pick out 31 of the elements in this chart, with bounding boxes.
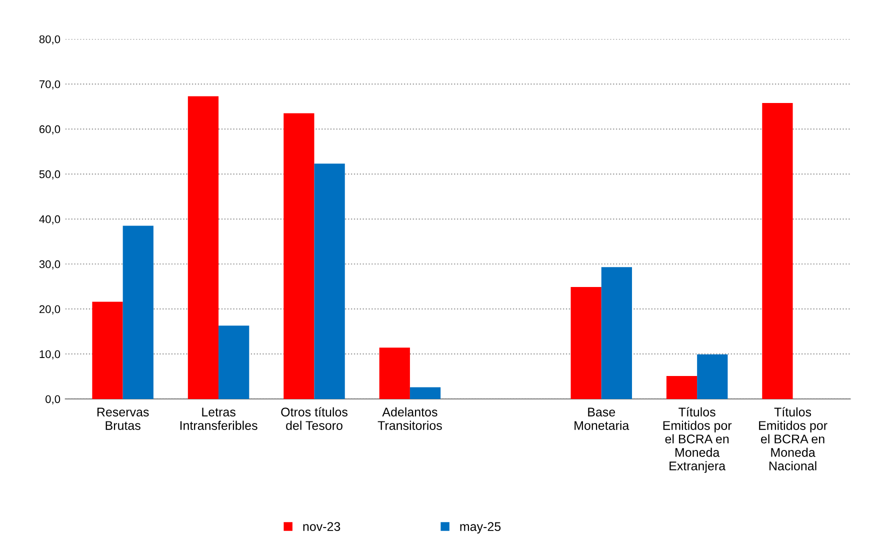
bar: [697, 354, 728, 399]
x-tick-label: Títulos Emitidos por el BCRA en Moneda Extranjera: [663, 407, 732, 473]
bar: [762, 102, 793, 399]
x-tick-label: Reservas Brutas: [97, 408, 149, 430]
bar: [188, 96, 219, 399]
bar: [601, 267, 632, 399]
y-tick-label: 0,0: [46, 395, 60, 404]
bar: [122, 226, 154, 399]
y-tick-label: 60,0: [39, 125, 60, 134]
y-tick-label: 50,0: [39, 170, 60, 180]
y-tick-label: 70,0: [39, 80, 60, 90]
bar: [379, 348, 410, 399]
y-tick-label: 80,0: [39, 35, 60, 45]
bar: [410, 387, 441, 399]
bar: [92, 302, 123, 399]
bar: [314, 164, 345, 399]
x-tick-label: Títulos Emitidos por el BCRA en Moneda Nacional: [759, 407, 828, 470]
bar: [570, 286, 602, 399]
x-tick-label: Otros títulos del Tesoro: [281, 407, 348, 430]
y-tick-label: 30,0: [39, 260, 60, 270]
bar: [284, 113, 314, 399]
y-tick-label: 20,0: [39, 305, 60, 314]
bar: [218, 326, 250, 399]
legend-label: nov-23: [303, 522, 340, 531]
bar: [666, 376, 698, 399]
legend-label: may-25: [460, 522, 501, 534]
x-tick-label: Adelantos Transitorios: [378, 407, 442, 430]
y-tick-label: 10,0: [40, 350, 60, 360]
x-tick-label: Base Monetaria: [574, 408, 630, 430]
x-tick-label: Letras Intransferibles: [180, 408, 258, 430]
y-tick-label: 40,0: [39, 215, 60, 224]
